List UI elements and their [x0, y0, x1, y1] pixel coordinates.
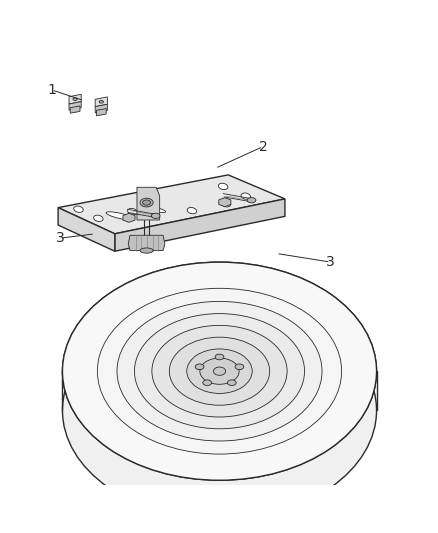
Ellipse shape	[140, 248, 153, 253]
Text: 3: 3	[325, 255, 334, 269]
Ellipse shape	[117, 301, 321, 441]
Ellipse shape	[221, 200, 230, 207]
Ellipse shape	[227, 380, 236, 385]
Text: 2: 2	[258, 140, 267, 154]
Polygon shape	[69, 102, 81, 110]
Ellipse shape	[247, 198, 255, 203]
Polygon shape	[96, 109, 106, 116]
Ellipse shape	[62, 262, 376, 480]
Ellipse shape	[74, 206, 83, 212]
Ellipse shape	[62, 301, 376, 520]
Ellipse shape	[234, 364, 243, 369]
Ellipse shape	[151, 213, 160, 219]
Ellipse shape	[127, 208, 137, 215]
Ellipse shape	[73, 98, 77, 101]
Text: 3: 3	[56, 231, 64, 245]
Ellipse shape	[140, 198, 153, 207]
Ellipse shape	[93, 215, 103, 222]
Ellipse shape	[152, 325, 286, 417]
Ellipse shape	[218, 183, 227, 190]
Ellipse shape	[169, 337, 269, 405]
Ellipse shape	[106, 212, 134, 220]
Ellipse shape	[195, 364, 204, 369]
Polygon shape	[128, 235, 165, 251]
Ellipse shape	[202, 380, 211, 385]
Ellipse shape	[215, 354, 223, 360]
Text: 1: 1	[47, 83, 56, 97]
Ellipse shape	[187, 207, 196, 214]
Ellipse shape	[97, 288, 341, 454]
Ellipse shape	[240, 193, 250, 199]
Polygon shape	[70, 106, 80, 113]
Ellipse shape	[142, 206, 165, 213]
Ellipse shape	[62, 262, 376, 480]
Ellipse shape	[199, 358, 239, 384]
Ellipse shape	[186, 349, 252, 393]
Polygon shape	[115, 199, 284, 251]
Polygon shape	[95, 104, 107, 113]
Polygon shape	[69, 94, 81, 104]
Polygon shape	[58, 208, 115, 251]
Polygon shape	[123, 213, 135, 222]
Ellipse shape	[142, 200, 150, 205]
Polygon shape	[95, 97, 107, 107]
Polygon shape	[218, 198, 230, 207]
Ellipse shape	[134, 313, 304, 429]
Ellipse shape	[213, 367, 225, 375]
Ellipse shape	[99, 100, 103, 103]
Polygon shape	[58, 175, 284, 234]
Polygon shape	[137, 187, 159, 220]
